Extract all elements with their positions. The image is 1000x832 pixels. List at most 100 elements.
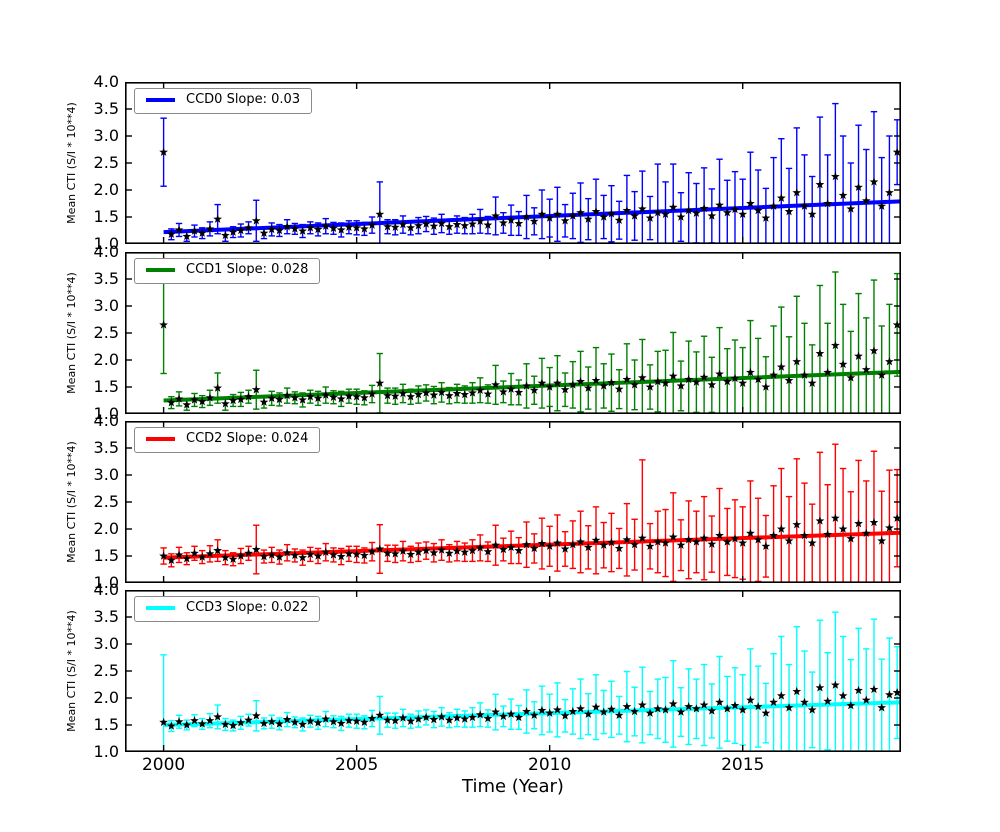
axes-spines [125, 82, 901, 244]
data-point-marker [854, 182, 863, 192]
data-point-marker [761, 213, 771, 222]
data-point-marker [244, 715, 253, 724]
error-bar [160, 654, 167, 752]
data-point-marker [522, 381, 531, 390]
data-point-marker [298, 395, 307, 404]
legend-label-ccd0: CCD0 Slope: 0.03 [186, 92, 301, 107]
y-tick-label: 3.5 [93, 438, 119, 457]
data-point-marker [576, 537, 585, 546]
y-tick-label: 1.5 [93, 715, 119, 734]
data-point-marker [545, 213, 555, 222]
y-tick-label: 1.5 [93, 546, 119, 565]
data-point-marker [498, 544, 508, 554]
data-point-marker [861, 365, 871, 374]
trend-line [163, 199, 901, 235]
data-point-marker [491, 211, 500, 220]
data-point-marker [823, 529, 833, 539]
data-point-marker [854, 351, 863, 360]
data-point-marker [190, 548, 199, 558]
data-point-marker [166, 721, 176, 730]
data-point-marker [321, 547, 331, 556]
data-point-marker [313, 224, 323, 234]
data-point-marker [514, 218, 524, 228]
data-point-marker [715, 530, 724, 540]
data-point-marker [707, 380, 717, 389]
data-point-marker [746, 528, 755, 538]
data-point-marker [406, 223, 416, 232]
data-point-marker [321, 714, 331, 723]
legend-line-swatch-ccd2 [146, 437, 175, 442]
data-point-marker [290, 224, 300, 233]
data-point-marker [746, 198, 755, 208]
data-point-marker [352, 392, 362, 401]
y-tick-label: 4.0 [93, 72, 119, 91]
data-point-marker [429, 390, 439, 399]
data-point-marker [583, 383, 593, 392]
data-point-marker [568, 211, 578, 220]
data-point-marker [684, 702, 694, 711]
data-point-marker [352, 716, 362, 725]
data-point-marker [305, 549, 315, 559]
data-point-marker [174, 550, 184, 559]
data-point-marker [290, 550, 300, 560]
data-point-marker [251, 711, 261, 720]
data-point-marker [830, 340, 840, 350]
data-point-marker [776, 691, 786, 700]
data-point-marker [298, 553, 307, 562]
data-point-marker [653, 377, 663, 386]
data-point-marker [560, 544, 570, 553]
data-point-marker [861, 196, 871, 205]
data-point-marker [761, 541, 771, 550]
data-point-marker [769, 697, 778, 707]
data-point-marker [545, 541, 555, 550]
error-bar [770, 325, 777, 414]
data-point-marker [576, 704, 585, 713]
data-point-marker [830, 171, 840, 181]
data-point-marker [221, 230, 230, 240]
data-point-marker [630, 540, 639, 549]
data-point-marker [815, 683, 825, 692]
y-tick-label: 1.5 [93, 207, 119, 226]
data-point-marker [336, 225, 346, 234]
data-point-marker [807, 378, 817, 387]
data-point-marker [344, 716, 354, 725]
x-tick-label: 2005 [335, 755, 379, 775]
data-point-marker [553, 705, 562, 714]
data-point-marker [460, 389, 470, 399]
data-point-marker [645, 708, 655, 717]
data-point-marker [290, 393, 300, 402]
data-point-marker [174, 394, 184, 403]
data-point-marker [213, 546, 223, 555]
data-point-marker [190, 395, 199, 404]
data-point-marker [383, 548, 392, 558]
data-point-marker [699, 372, 709, 381]
data-point-marker [599, 381, 609, 390]
data-point-marker [830, 680, 840, 689]
data-point-marker [375, 378, 385, 387]
legend-label-ccd3: CCD3 Slope: 0.022 [186, 600, 309, 615]
data-point-marker [483, 220, 493, 229]
data-point-marker [460, 714, 470, 723]
data-point-marker [498, 218, 508, 227]
data-point-marker [475, 216, 485, 226]
data-point-marker [668, 371, 678, 380]
data-point-marker [568, 380, 578, 389]
data-point-marker [259, 228, 269, 237]
data-point-marker [807, 209, 817, 219]
data-point-marker [576, 377, 585, 386]
axis-ticks [126, 590, 900, 752]
plot-area-ccd0 [125, 82, 901, 244]
data-point-marker [305, 392, 315, 401]
data-point-marker [692, 208, 701, 217]
legend-ccd0: CCD0 Slope: 0.03 [134, 88, 313, 114]
data-point-marker [506, 709, 516, 718]
data-point-marker [877, 370, 887, 379]
data-point-marker [676, 381, 686, 390]
y-tick-label: 2.5 [93, 153, 119, 172]
error-bar [878, 325, 885, 414]
data-point-marker [182, 554, 192, 563]
data-point-marker [390, 222, 400, 231]
data-point-marker [444, 715, 454, 724]
data-point-marker [213, 712, 223, 721]
